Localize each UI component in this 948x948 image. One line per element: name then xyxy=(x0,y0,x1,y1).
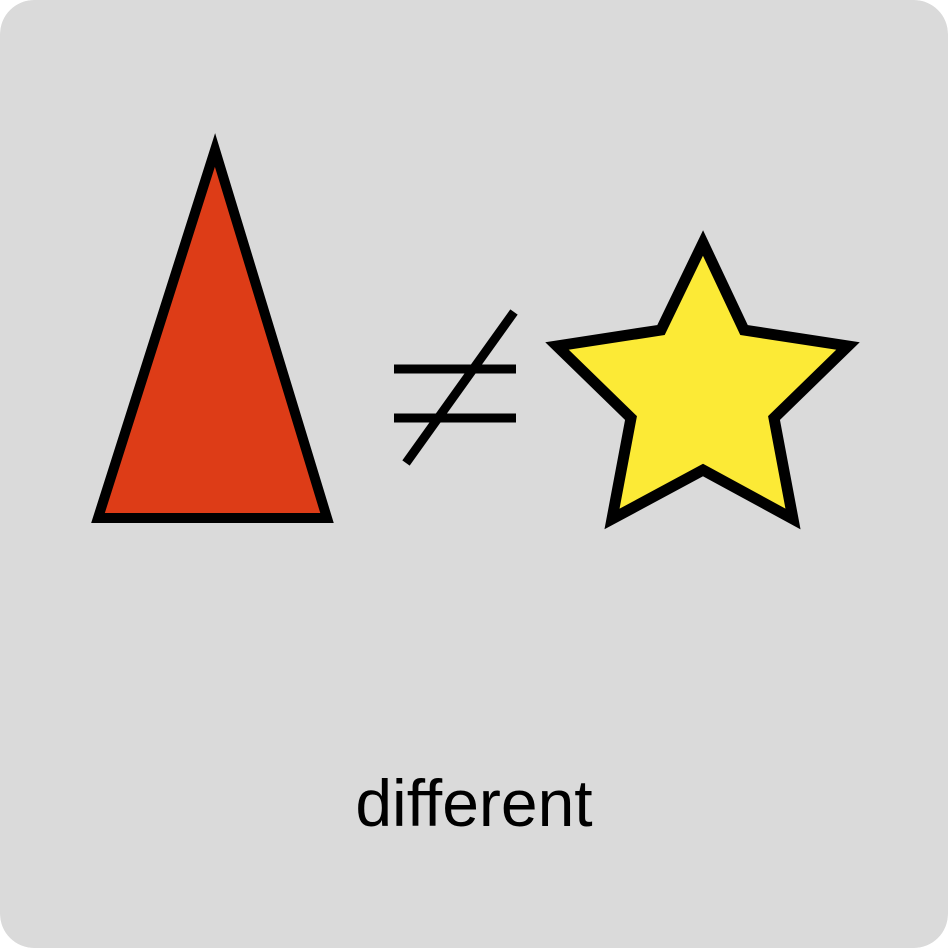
triangle-icon xyxy=(91,133,334,523)
not-equal-slash xyxy=(402,309,518,466)
not-equal-icon xyxy=(394,309,518,466)
star-icon xyxy=(545,230,860,530)
caption-label: different xyxy=(355,766,593,840)
